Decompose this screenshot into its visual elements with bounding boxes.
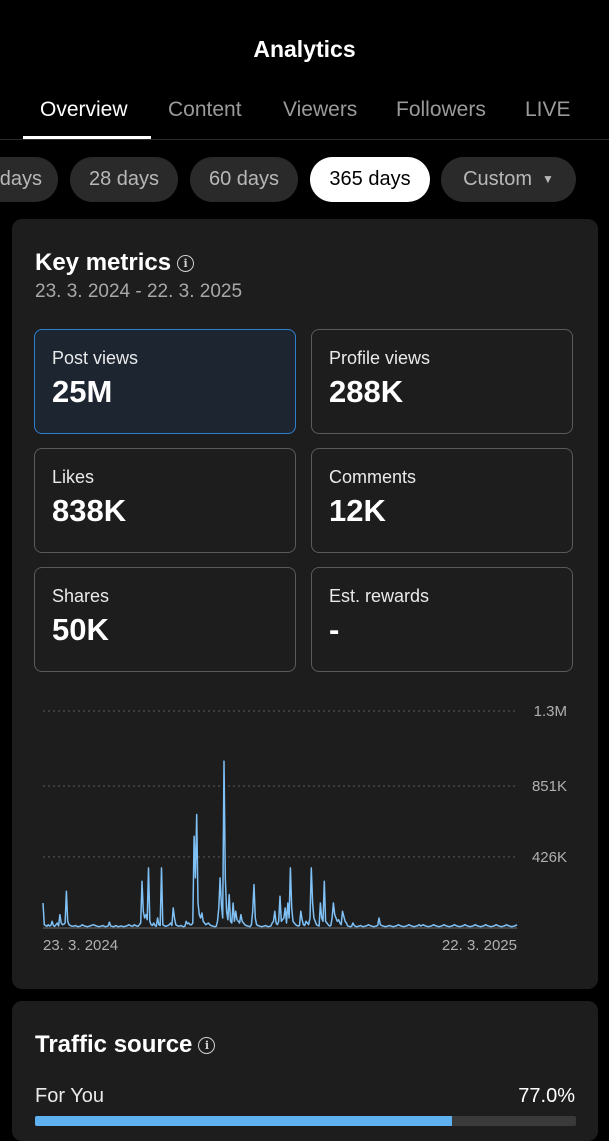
traffic-source-card: Traffic source i For You 77.0% [12, 1001, 598, 1141]
tab-followers[interactable]: Followers [396, 98, 486, 121]
key-metrics-title: Key metrics [35, 249, 172, 276]
tab-content[interactable]: Content [168, 98, 242, 121]
metric-value: 288K [329, 374, 404, 409]
range-chip-365-days[interactable]: 365 days [310, 157, 430, 202]
metric-value: 25M [52, 374, 113, 409]
metric-label: Comments [329, 467, 417, 487]
traffic-source-percent: 77.0% [518, 1085, 575, 1107]
tab-bar: Overview Content Viewers Followers LIVE [0, 86, 609, 140]
tab-viewers[interactable]: Viewers [283, 98, 358, 121]
metric-tile-post-views[interactable]: Post views 25M [34, 329, 296, 434]
y-tick-label: 1.3M [534, 703, 567, 720]
range-chip-28-days[interactable]: 28 days [70, 157, 178, 202]
metric-tile-likes[interactable]: Likes 838K [34, 448, 296, 553]
range-chip-60-days[interactable]: 60 days [190, 157, 298, 202]
metric-label: Profile views [329, 348, 431, 368]
post-views-chart[interactable]: 1.3M 851K 426K 23. 3. 2024 22. 3. 2025 [12, 689, 598, 954]
range-chip-custom-label: Custom [463, 168, 532, 190]
metric-label: Shares [52, 586, 110, 606]
traffic-bar-track [35, 1116, 576, 1126]
metric-tile-profile-views[interactable]: Profile views 288K [311, 329, 573, 434]
tab-overview[interactable]: Overview [40, 98, 128, 121]
metric-value: 50K [52, 612, 109, 647]
y-tick-label: 851K [532, 778, 567, 795]
metric-value: - [329, 612, 340, 647]
key-metrics-card: Key metrics i 23. 3. 2024 - 22. 3. 2025 P… [12, 219, 598, 989]
info-icon[interactable]: i [198, 1037, 216, 1054]
metric-label: Post views [52, 348, 139, 368]
traffic-source-title: Traffic source [35, 1031, 193, 1058]
metric-tile-shares[interactable]: Shares 50K [34, 567, 296, 672]
traffic-source-label: For You [35, 1085, 104, 1107]
metric-tile-est-rewards[interactable]: Est. rewards - [311, 567, 573, 672]
metric-label: Est. rewards [329, 586, 430, 606]
x-axis-end-label: 22. 3. 2025 [442, 937, 517, 954]
metric-value: 12K [329, 493, 386, 528]
active-tab-indicator [23, 136, 151, 139]
metric-tile-comments[interactable]: Comments 12K [311, 448, 573, 553]
info-icon[interactable]: i [177, 255, 195, 272]
tab-live[interactable]: LIVE [525, 98, 571, 121]
traffic-source-heading: Traffic source i [35, 1031, 216, 1059]
traffic-bar-fill [35, 1116, 452, 1126]
x-axis-start-label: 23. 3. 2024 [43, 937, 118, 954]
chart-series-line [42, 760, 518, 928]
range-chip-7-days[interactable]: 7 days [0, 157, 58, 202]
metric-label: Likes [52, 467, 95, 487]
metric-value: 838K [52, 493, 127, 528]
date-range-chips: 7 days 28 days 60 days 365 days Custom ▼ [0, 157, 609, 202]
page-title: Analytics [253, 36, 356, 62]
key-metrics-date-range: 23. 3. 2024 - 22. 3. 2025 [35, 281, 243, 302]
range-chip-custom[interactable]: Custom ▼ [441, 157, 576, 202]
key-metrics-heading: Key metrics i [35, 249, 195, 277]
caret-down-icon: ▼ [542, 172, 554, 186]
y-tick-label: 426K [532, 849, 567, 866]
